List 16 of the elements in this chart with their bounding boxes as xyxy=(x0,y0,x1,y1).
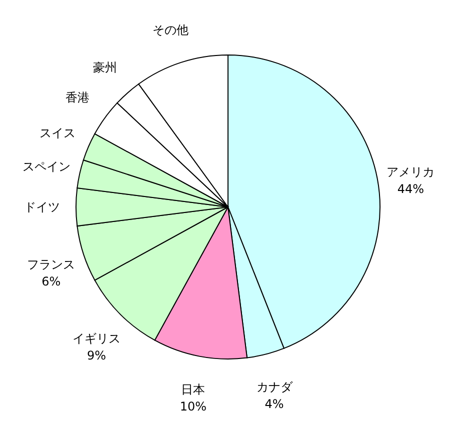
slice-label: スペイン xyxy=(22,159,70,174)
slice-label: カナダ xyxy=(256,380,294,394)
slice-label: 日本 xyxy=(181,382,206,397)
data-label: 6% xyxy=(42,274,61,288)
data-label: 4% xyxy=(264,397,284,412)
slice-label: イギリス xyxy=(72,332,120,346)
data-label: 9% xyxy=(86,348,106,363)
slice-label: 香港 xyxy=(66,90,90,105)
slice-label: その他 xyxy=(152,23,189,38)
data-label: 44% xyxy=(397,182,424,196)
slice-label: ドイツ xyxy=(24,200,60,214)
data-label: 10% xyxy=(180,400,206,414)
slice-label: アメリカ xyxy=(386,165,435,180)
slice-label: 豪州 xyxy=(92,60,117,74)
slice-label: スイス xyxy=(39,126,76,140)
slice-label: フランス xyxy=(27,257,76,272)
